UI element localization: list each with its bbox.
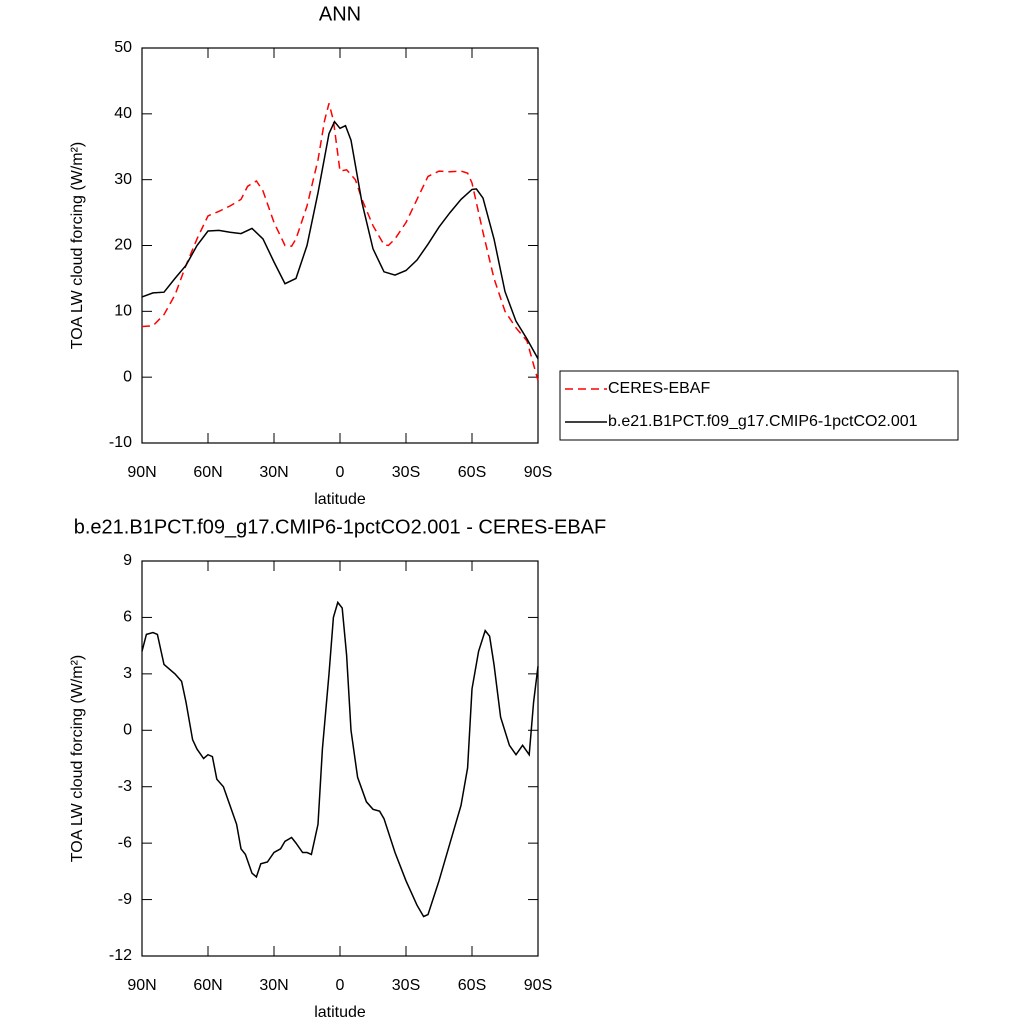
data-line: [141, 600, 539, 918]
x-tick-label: 90N: [127, 977, 156, 994]
y-tick-label: -6: [118, 834, 132, 851]
x-tick-label: 0: [336, 977, 345, 994]
x-tick-label: 90N: [127, 464, 156, 481]
x-tick-label: 60S: [458, 464, 486, 481]
x-tick-label: 30N: [259, 464, 288, 481]
y-tick-label: 6: [123, 609, 132, 626]
y-tick-label: 30: [114, 171, 132, 188]
data-line: [141, 103, 539, 381]
x-tick-label: 90S: [524, 977, 552, 994]
y-tick-label: 0: [123, 368, 132, 385]
y-tick-label: 3: [123, 665, 132, 682]
y-tick-label: -12: [109, 947, 132, 964]
x-tick-label: 30N: [259, 977, 288, 994]
x-axis-label: latitude: [314, 491, 366, 508]
plot-frame: [141, 560, 539, 957]
x-tick-label: 30S: [392, 977, 420, 994]
plot: ANN latitude TOA LW cloud forcing (W/m²) -1…: [69, 3, 552, 508]
x-axis-label: latitude: [314, 1004, 366, 1021]
y-tick-label: 0: [123, 722, 132, 739]
y-tick-label: 40: [114, 105, 132, 122]
y-tick-label: 20: [114, 237, 132, 254]
data-line: [141, 120, 539, 360]
x-tick-label: 90S: [524, 464, 552, 481]
y-tick-label: 9: [123, 552, 132, 569]
x-tick-label: 60N: [193, 977, 222, 994]
legend-label: CERES-EBAF: [608, 380, 710, 397]
x-tick-label: 60N: [193, 464, 222, 481]
chart-title: b.e21.B1PCT.f09_g17.CMIP6-1pctCO2.001 - …: [74, 516, 606, 538]
x-tick-label: 60S: [458, 977, 486, 994]
y-tick-label: 50: [114, 39, 132, 56]
y-tick-label: -3: [118, 778, 132, 795]
legend-label: b.e21.B1PCT.f09_g17.CMIP6-1pctCO2.001: [608, 413, 918, 430]
plot: b.e21.B1PCT.f09_g17.CMIP6-1pctCO2.001 - …: [69, 516, 606, 1021]
y-axis-label: TOA LW cloud forcing (W/m²): [69, 655, 86, 862]
y-axis-label: TOA LW cloud forcing (W/m²): [69, 142, 86, 349]
x-tick-label: 0: [336, 464, 345, 481]
plot-frame: [141, 47, 539, 444]
x-tick-label: 30S: [392, 464, 420, 481]
legend-box: [559, 370, 959, 441]
y-tick-label: 10: [114, 303, 132, 320]
chart-title: ANN: [319, 3, 361, 25]
y-tick-label: -9: [118, 891, 132, 908]
y-tick-label: -10: [109, 434, 132, 451]
